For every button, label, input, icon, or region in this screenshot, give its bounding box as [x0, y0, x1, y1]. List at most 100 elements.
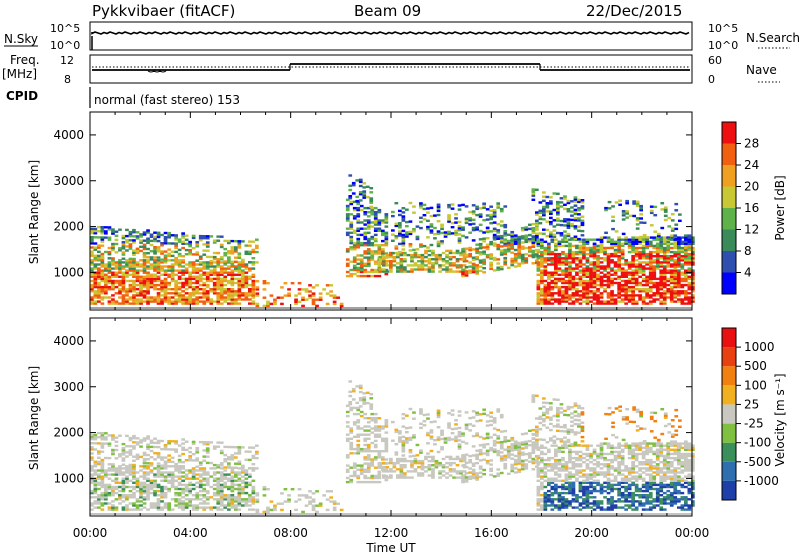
- power-cell: [666, 292, 671, 295]
- velocity-cell: [114, 487, 119, 491]
- power-cell: [336, 296, 340, 299]
- power-cell: [625, 199, 629, 203]
- power-cell: [680, 267, 685, 270]
- velocity-cell: [107, 473, 112, 476]
- velocity-cell: [227, 496, 231, 499]
- velocity-cell: [167, 508, 171, 511]
- power-cell: [177, 298, 182, 301]
- power-cell: [499, 236, 504, 240]
- power-cell: [691, 263, 695, 266]
- velocity-cell: [237, 496, 242, 499]
- power-cell: [568, 275, 572, 278]
- power-cell: [538, 201, 543, 204]
- power-cell: [373, 237, 378, 241]
- velocity-cell: [348, 390, 353, 393]
- velocity-cell: [90, 479, 94, 482]
- power-cell: [237, 246, 242, 249]
- power-cell: [149, 256, 154, 259]
- velocity-cell: [121, 477, 126, 480]
- power-cell: [485, 243, 490, 246]
- power-cell: [680, 263, 685, 266]
- power-cell: [566, 224, 571, 227]
- power-cell: [641, 298, 646, 301]
- power-cell: [184, 267, 189, 270]
- power-cell: [635, 217, 640, 220]
- power-cell: [104, 232, 108, 235]
- velocity-cell: [366, 429, 371, 432]
- power-cell: [156, 256, 161, 259]
- power-cell: [223, 277, 228, 281]
- power-cell: [209, 263, 214, 266]
- velocity-cell: [241, 471, 245, 474]
- power-cell: [93, 256, 98, 260]
- power-cell: [107, 302, 112, 305]
- power-cell: [195, 288, 200, 291]
- power-cell: [662, 238, 667, 241]
- power-cell: [163, 261, 168, 264]
- power-cell: [631, 255, 635, 258]
- power-cell: [93, 259, 98, 262]
- power-cell: [639, 235, 643, 239]
- velocity-cell: [160, 456, 164, 459]
- velocity-cell: [107, 442, 112, 445]
- power-cell: [596, 302, 600, 305]
- velocity-cell: [251, 487, 256, 491]
- power-cell: [592, 283, 597, 287]
- power-cell: [627, 242, 632, 245]
- velocity-cell: [174, 475, 178, 478]
- power-cell: [174, 236, 178, 239]
- power-cell: [163, 279, 168, 283]
- power-cell: [377, 246, 382, 249]
- velocity-cell: [125, 451, 129, 454]
- velocity-cell: [496, 410, 501, 413]
- velocity-cell: [195, 485, 200, 489]
- power-cell: [547, 275, 551, 278]
- power-cell: [125, 259, 129, 262]
- power-cell: [184, 234, 189, 237]
- velocity-cell: [216, 477, 221, 480]
- velocity-cell: [399, 457, 404, 461]
- power-cell: [475, 257, 479, 261]
- velocity-cell: [461, 476, 465, 480]
- power-cell: [125, 269, 129, 272]
- velocity-cell: [362, 402, 367, 405]
- velocity-cell: [142, 467, 147, 470]
- power-cell: [188, 298, 192, 301]
- power-cell: [132, 281, 136, 285]
- power-cell: [561, 281, 565, 285]
- power-cell: [678, 219, 682, 222]
- velocity-cell: [244, 504, 249, 507]
- power-cell: [557, 257, 562, 260]
- power-cell: [332, 294, 337, 297]
- power-cell: [556, 207, 560, 210]
- power-cell: [684, 273, 688, 276]
- power-cell: [93, 236, 98, 239]
- power-cell: [205, 237, 210, 240]
- power-cell: [181, 232, 185, 235]
- power-cell: [149, 243, 154, 247]
- power-cell: [592, 242, 597, 245]
- velocity-cell: [351, 398, 356, 401]
- velocity-cell: [308, 502, 312, 505]
- velocity-cell: [394, 443, 399, 446]
- power-cell: [631, 250, 635, 254]
- power-cell: [234, 290, 238, 293]
- power-cell: [132, 269, 136, 272]
- power-cell: [399, 266, 404, 269]
- velocity-cell: [205, 496, 210, 499]
- velocity-cell: [153, 502, 157, 505]
- power-cell: [191, 285, 196, 289]
- velocity-cell: [405, 414, 409, 417]
- velocity-cell: [97, 498, 101, 501]
- power-cell: [554, 279, 558, 283]
- velocity-cell: [234, 446, 238, 449]
- power-cell: [167, 242, 171, 245]
- power-cell: [198, 279, 203, 283]
- velocity-cell: [492, 439, 497, 443]
- power-cell: [359, 270, 364, 274]
- power-cell: [114, 300, 119, 303]
- power-cell: [459, 253, 463, 257]
- power-cell: [575, 300, 579, 303]
- power-cell: [614, 230, 619, 233]
- power-cell: [542, 212, 546, 215]
